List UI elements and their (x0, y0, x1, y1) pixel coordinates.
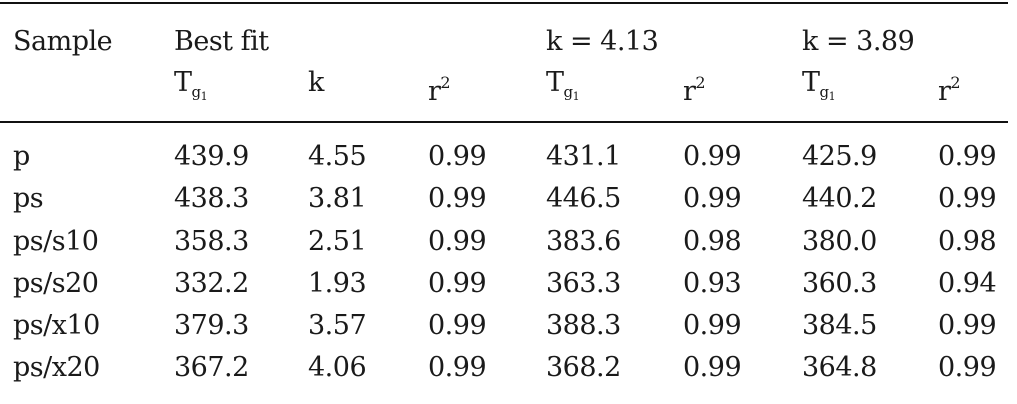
cell-r2-k2: 0.99 (938, 310, 997, 341)
cell-r2-best: 0.99 (428, 310, 487, 341)
cell-tg-best: 358.3 (174, 226, 249, 257)
cell-k: 3.81 (308, 183, 367, 214)
cell-sample: ps/x20 (13, 352, 100, 383)
cell-r2-k1: 0.99 (683, 310, 742, 341)
cell-sample: ps/x10 (13, 310, 100, 341)
cell-r2-best: 0.99 (428, 141, 487, 172)
cell-r2-k1: 0.99 (683, 141, 742, 172)
cell-tg-best: 367.2 (174, 352, 249, 383)
subheader-tg-k1: Tg1 (546, 67, 580, 104)
cell-sample: ps/s20 (13, 268, 99, 299)
cell-r2-k2: 0.98 (938, 226, 997, 257)
cell-tg-k2: 360.3 (802, 268, 877, 299)
cell-r2-best: 0.99 (428, 268, 487, 299)
cell-tg-k1: 363.3 (546, 268, 621, 299)
cell-tg-k1: 383.6 (546, 226, 621, 257)
cell-r2-best: 0.99 (428, 183, 487, 214)
cell-tg-k1: 388.3 (546, 310, 621, 341)
header-best-fit: Best fit (174, 26, 269, 57)
cell-tg-k2: 380.0 (802, 226, 877, 257)
cell-r2-k2: 0.99 (938, 352, 997, 383)
cell-tg-k1: 446.5 (546, 183, 621, 214)
cell-r2-k1: 0.99 (683, 183, 742, 214)
subheader-k: k (308, 67, 324, 98)
cell-k: 2.51 (308, 226, 367, 257)
cell-tg-k2: 425.9 (802, 141, 877, 172)
top-rule (0, 2, 1008, 4)
cell-r2-k1: 0.99 (683, 352, 742, 383)
cell-sample: ps/s10 (13, 226, 99, 257)
cell-tg-best: 439.9 (174, 141, 249, 172)
cell-k: 4.06 (308, 352, 367, 383)
header-k-3-89: k = 3.89 (802, 26, 915, 57)
cell-tg-k2: 364.8 (802, 352, 877, 383)
subheader-r2-k2: r2 (938, 73, 961, 107)
cell-r2-k2: 0.99 (938, 141, 997, 172)
cell-k: 3.57 (308, 310, 367, 341)
subheader-r2-k1: r2 (683, 73, 706, 107)
cell-r2-best: 0.99 (428, 226, 487, 257)
cell-tg-k1: 368.2 (546, 352, 621, 383)
cell-tg-k2: 440.2 (802, 183, 877, 214)
subheader-tg-best: Tg1 (174, 67, 208, 104)
cell-tg-k1: 431.1 (546, 141, 621, 172)
header-rule (0, 121, 1008, 123)
cell-tg-best: 332.2 (174, 268, 249, 299)
cell-tg-k2: 384.5 (802, 310, 877, 341)
header-k-4-13: k = 4.13 (546, 26, 659, 57)
cell-r2-best: 0.99 (428, 352, 487, 383)
cell-sample: ps (13, 183, 44, 214)
cell-tg-best: 438.3 (174, 183, 249, 214)
cell-sample: p (13, 141, 30, 172)
cell-r2-k2: 0.94 (938, 268, 997, 299)
cell-r2-k1: 0.93 (683, 268, 742, 299)
header-sample: Sample (13, 26, 113, 57)
cell-r2-k2: 0.99 (938, 183, 997, 214)
cell-k: 1.93 (308, 268, 367, 299)
cell-tg-best: 379.3 (174, 310, 249, 341)
subheader-r2-best: r2 (428, 73, 451, 107)
subheader-tg-k2: Tg1 (802, 67, 836, 104)
cell-r2-k1: 0.98 (683, 226, 742, 257)
cell-k: 4.55 (308, 141, 367, 172)
